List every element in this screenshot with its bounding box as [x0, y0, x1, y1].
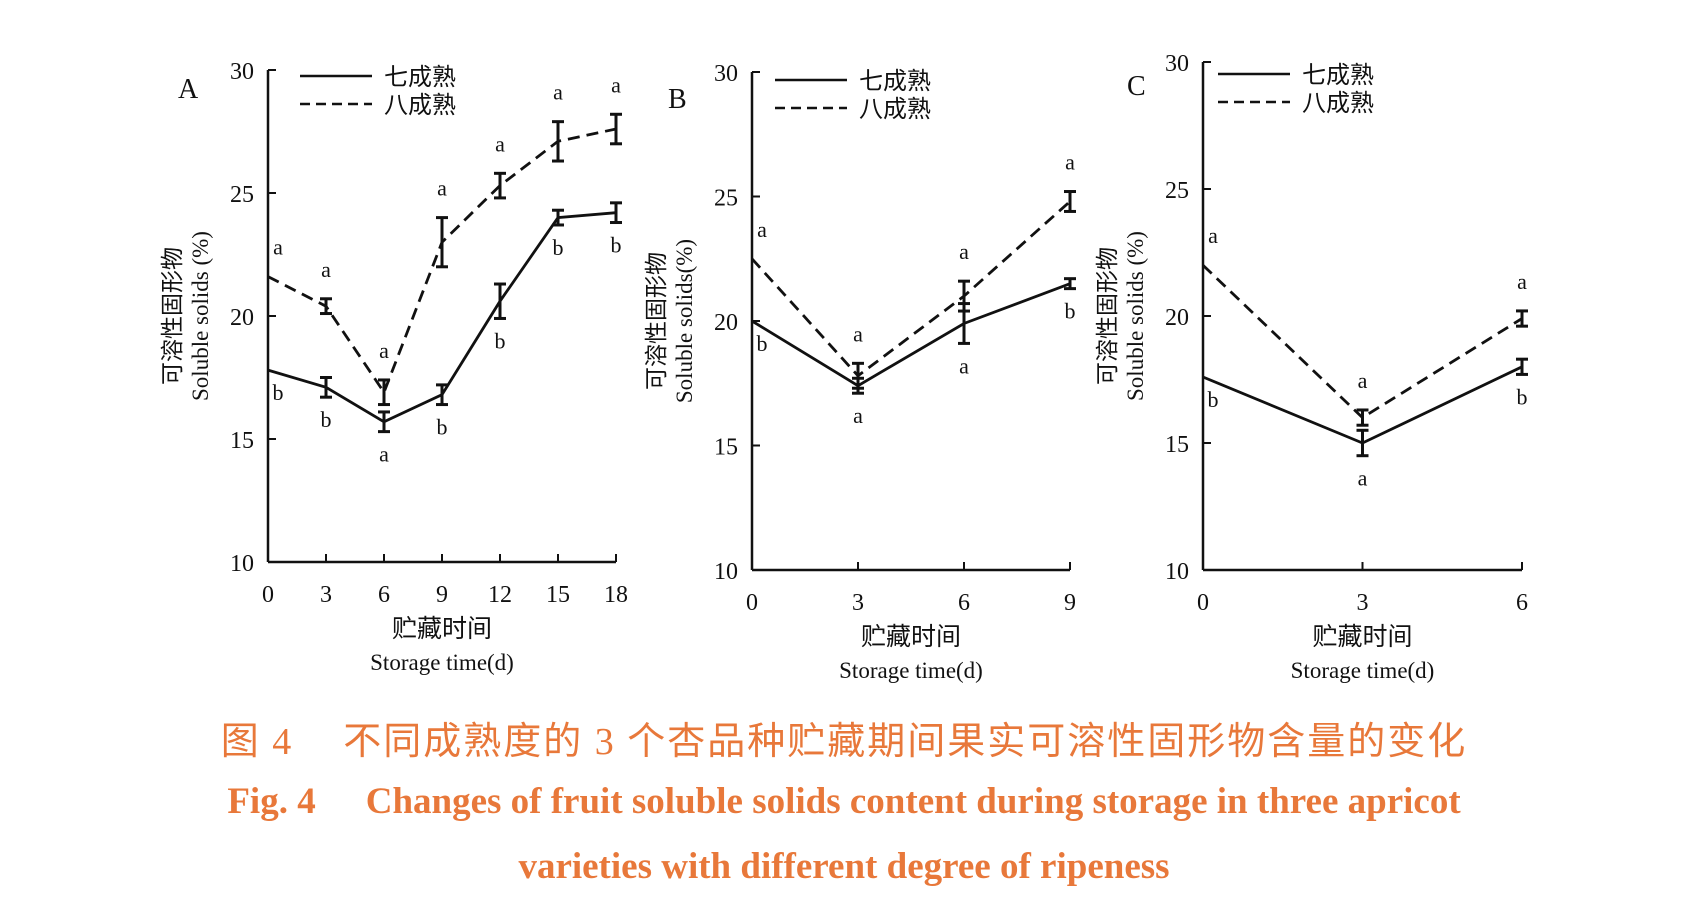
panel-b-significance-letter: b [1065, 299, 1076, 324]
panel-a-x-tick-label: 18 [604, 582, 628, 608]
panel-a-x-tick-label: 6 [378, 582, 390, 608]
panel-a-significance-letter: b [273, 380, 284, 405]
panel-b-legend-label: 八成熟 [859, 95, 931, 123]
panel-a-significance-letter: a [495, 131, 505, 156]
panel-b-significance-letter: a [959, 239, 969, 264]
panel-a-significance-letter: a [273, 235, 283, 260]
panel-c-x-label-en: Storage time(d) [1291, 658, 1435, 683]
caption-en-figure-number: Fig. 4 [227, 781, 316, 822]
panel-a-y-label-en: Soluble solids (%) [188, 231, 213, 401]
panel-b-x-tick-label: 6 [958, 590, 970, 616]
panel-a-x-tick-label: 3 [320, 582, 332, 608]
panel-a-significance-letter: b [495, 328, 506, 353]
panel-b-x-tick-label: 9 [1064, 590, 1076, 616]
caption-cn-text: 不同成熟度的 3 个杏品种贮藏期间果实可溶性固形物含量的变化 [343, 721, 1468, 763]
panel-b-significance-letter: a [757, 217, 767, 242]
panel-c-significance-letter: a [1208, 223, 1218, 248]
panel-b-y-tick-label: 15 [714, 435, 738, 461]
panel-c-x-tick-label: 0 [1197, 590, 1209, 616]
panel-b-y-tick-label: 30 [714, 61, 738, 87]
panel-a-significance-letter: b [437, 415, 448, 440]
panel-a-y-tick-label: 10 [230, 551, 254, 577]
panel-c-y-label-cn: 可溶性固形物 [1095, 247, 1121, 385]
panel-b-x-label-en: Storage time(d) [839, 658, 983, 683]
panel-a-y-tick-label: 30 [230, 59, 254, 85]
panel-c-significance-letter: a [1358, 368, 1368, 393]
panel-b-series-line [750, 200, 1071, 378]
panel-b-y-label-en: Soluble solids(%) [672, 239, 697, 403]
panel-c-y-tick-label: 30 [1165, 51, 1189, 77]
panel-c-x-label-cn: 贮藏时间 [1312, 622, 1412, 651]
panel-a-significance-letter: a [379, 338, 389, 363]
panel-b-series-line [751, 282, 1071, 388]
panel-c-y-tick-label: 10 [1165, 559, 1189, 585]
panel-c-legend-label: 七成熟 [1302, 61, 1374, 89]
panel-a-x-label-en: Storage time(d) [370, 650, 514, 675]
panel-b-letter: B [668, 84, 687, 115]
panel-a-letter: A [178, 74, 199, 105]
panel-c-significance-letter: a [1358, 466, 1368, 491]
panel-a-y-tick-label: 15 [230, 428, 254, 454]
panel-a-x-tick-label: 9 [436, 582, 448, 608]
panel-a-significance-letter: b [611, 233, 622, 258]
panel-c-y-label-en: Soluble solids (%) [1123, 231, 1148, 401]
panel-c-letter: C [1127, 71, 1146, 102]
panel-b-y-tick-label: 10 [714, 559, 738, 585]
panel-c-significance-letter: b [1517, 384, 1528, 409]
caption-english-line-1: Fig. 4 Changes of fruit soluble solids co… [0, 780, 1688, 823]
caption-en-text-line-1: Changes of fruit soluble solids content … [365, 781, 1461, 822]
panel-c-x-tick-label: 6 [1516, 590, 1528, 616]
panel-c-significance-letter: b [1208, 387, 1219, 412]
panel-b-x-tick-label: 3 [852, 590, 864, 616]
panel-a-significance-letter: a [553, 80, 563, 105]
panel-c-series-line [1202, 264, 1523, 420]
panel-b-significance-letter: a [1065, 150, 1075, 175]
panel-a-significance-letter: a [437, 176, 447, 201]
panel-c-significance-letter: a [1517, 269, 1527, 294]
panel-a-y-label-cn: 可溶性固形物 [160, 247, 186, 385]
panel-b-y-label-cn: 可溶性固形物 [644, 252, 670, 390]
panel-c-x-tick-label: 3 [1357, 590, 1369, 616]
panel-c-y-tick-label: 15 [1165, 432, 1189, 458]
panel-c-legend-label: 八成熟 [1302, 89, 1374, 117]
panel-b-x-label-cn: 贮藏时间 [861, 622, 961, 651]
panel-c-y-tick-label: 25 [1165, 178, 1189, 204]
panel-a-y-tick-label: 25 [230, 182, 254, 208]
caption-chinese: 图 4 不同成熟度的 3 个杏品种贮藏期间果实可溶性固形物含量的变化 [0, 710, 1688, 765]
panel-a-x-tick-label: 0 [262, 582, 274, 608]
panel-b-significance-letter: b [757, 331, 768, 356]
panel-b-significance-letter: a [853, 321, 863, 346]
panel-b-significance-letter: a [959, 353, 969, 378]
caption-english-line-2: varieties with different degree of ripen… [518, 846, 1170, 887]
panel-a-x-label-cn: 贮藏时间 [392, 614, 492, 643]
panel-a-legend-label: 八成熟 [384, 91, 456, 119]
panel-a-x-tick-label: 12 [488, 582, 512, 608]
caption-cn-figure-number: 图 4 [220, 721, 294, 763]
panel-b-significance-letter: a [853, 403, 863, 428]
panel-a-significance-letter: a [611, 72, 621, 97]
panel-b-y-tick-label: 25 [714, 186, 738, 212]
panel-a-significance-letter: a [379, 442, 389, 467]
panel-c-y-tick-label: 20 [1165, 305, 1189, 331]
panel-a-significance-letter: a [321, 257, 331, 282]
panel-a-x-tick-label: 15 [546, 582, 570, 608]
panel-b-x-tick-label: 0 [746, 590, 758, 616]
panel-a-y-tick-label: 20 [230, 305, 254, 331]
panel-a-significance-letter: b [553, 235, 564, 260]
panel-b-legend-label: 七成熟 [859, 67, 931, 95]
panel-a-significance-letter: b [321, 407, 332, 432]
panel-a-legend-label: 七成熟 [384, 63, 456, 91]
panel-b-y-tick-label: 20 [714, 310, 738, 336]
